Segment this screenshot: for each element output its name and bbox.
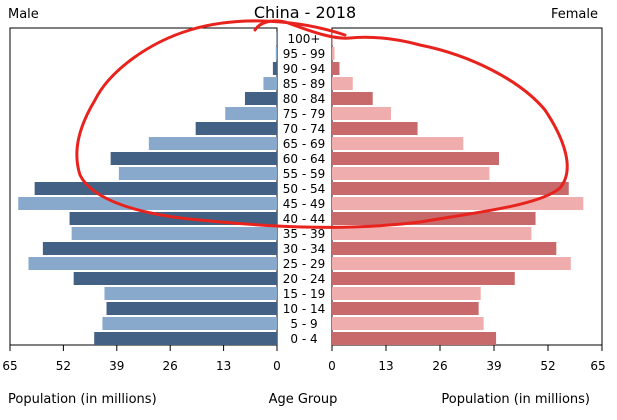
- age-group-label: 15 - 19: [283, 287, 326, 301]
- age-group-label: 55 - 59: [283, 167, 326, 181]
- female-bar-45-49: [332, 197, 584, 210]
- age-group-label: 0 - 4: [290, 332, 317, 346]
- female-bar-15-19: [332, 287, 481, 300]
- female-bar-30-34: [332, 242, 557, 255]
- female-bar-90-94: [332, 62, 340, 75]
- female-bar-60-64: [332, 152, 499, 165]
- female-bar-85-89: [332, 77, 353, 90]
- female-bar-35-39: [332, 227, 532, 240]
- age-group-label: 30 - 34: [283, 242, 326, 256]
- male-bar-20-24: [73, 272, 278, 285]
- age-group-label: 25 - 29: [283, 257, 326, 271]
- age-group-label: 75 - 79: [283, 107, 326, 121]
- female-bar-70-74: [332, 122, 418, 135]
- male-bar-75-79: [225, 107, 277, 120]
- female-bar-80-84: [332, 92, 373, 105]
- male-bar-45-49: [18, 197, 277, 210]
- male-bar-0-4: [94, 332, 277, 345]
- male-bar-95-99: [275, 47, 277, 60]
- female-bar-10-14: [332, 302, 479, 315]
- age-group-label: 85 - 89: [283, 77, 326, 91]
- male-bar-65-69: [148, 137, 277, 150]
- male-bar-5-9: [102, 317, 277, 330]
- age-group-label: 80 - 84: [283, 92, 326, 106]
- female-bar-25-29: [332, 257, 571, 270]
- chart-title: China - 2018: [254, 3, 356, 22]
- tick-label-right: 26: [432, 359, 447, 373]
- x-axis-label-right: Population (in millions): [441, 392, 590, 407]
- tick-label-right: 65: [590, 359, 605, 373]
- female-bar-75-79: [332, 107, 391, 120]
- male-bar-10-14: [106, 302, 278, 315]
- tick-label-right: 13: [378, 359, 393, 373]
- male-bar-15-19: [104, 287, 277, 300]
- hand-drawn-circle-annotation: [75, 19, 569, 229]
- tick-label-left: 26: [163, 359, 178, 373]
- male-bar-35-39: [71, 227, 277, 240]
- female-bar-0-4: [332, 332, 497, 345]
- male-bar-90-94: [272, 62, 277, 75]
- male-bar-25-29: [28, 257, 277, 270]
- age-group-label: 100+: [288, 32, 321, 46]
- age-group-label: 70 - 74: [283, 122, 326, 136]
- age-group-label: 50 - 54: [283, 182, 326, 196]
- age-group-label: 5 - 9: [290, 317, 317, 331]
- age-group-label: 35 - 39: [283, 227, 326, 241]
- age-group-label: 10 - 14: [283, 302, 326, 316]
- female-bar-55-59: [332, 167, 490, 180]
- age-group-label: 95 - 99: [283, 47, 326, 61]
- tick-label-right: 39: [486, 359, 501, 373]
- tick-label-right: 52: [540, 359, 555, 373]
- male-bar-50-54: [34, 182, 278, 195]
- tick-label-left: 39: [109, 359, 124, 373]
- age-group-label: 45 - 49: [283, 197, 326, 211]
- female-bar-65-69: [332, 137, 464, 150]
- tick-label-left: 52: [56, 359, 71, 373]
- age-group-label: 65 - 69: [283, 137, 326, 151]
- female-bar-50-54: [332, 182, 569, 195]
- male-bar-30-34: [42, 242, 277, 255]
- male-bar-85-89: [263, 77, 277, 90]
- male-header: Male: [8, 7, 39, 22]
- female-bar-5-9: [332, 317, 484, 330]
- x-axis-label-left: Population (in millions): [8, 392, 157, 407]
- male-bar-60-64: [110, 152, 277, 165]
- tick-label-left: 0: [273, 359, 281, 373]
- male-bar-80-84: [244, 92, 277, 105]
- tick-label-right: 0: [328, 359, 336, 373]
- age-group-label: 40 - 44: [283, 212, 326, 226]
- female-bar-20-24: [332, 272, 515, 285]
- x-axis-label-center: Age Group: [269, 392, 338, 407]
- age-group-label: 60 - 64: [283, 152, 326, 166]
- male-bar-70-74: [195, 122, 277, 135]
- female-header: Female: [551, 7, 598, 22]
- age-group-label: 90 - 94: [283, 62, 326, 76]
- male-bar-55-59: [118, 167, 277, 180]
- tick-label-left: 13: [216, 359, 231, 373]
- tick-label-left: 65: [2, 359, 17, 373]
- female-bar-95-99: [332, 47, 335, 60]
- age-group-label: 20 - 24: [283, 272, 326, 286]
